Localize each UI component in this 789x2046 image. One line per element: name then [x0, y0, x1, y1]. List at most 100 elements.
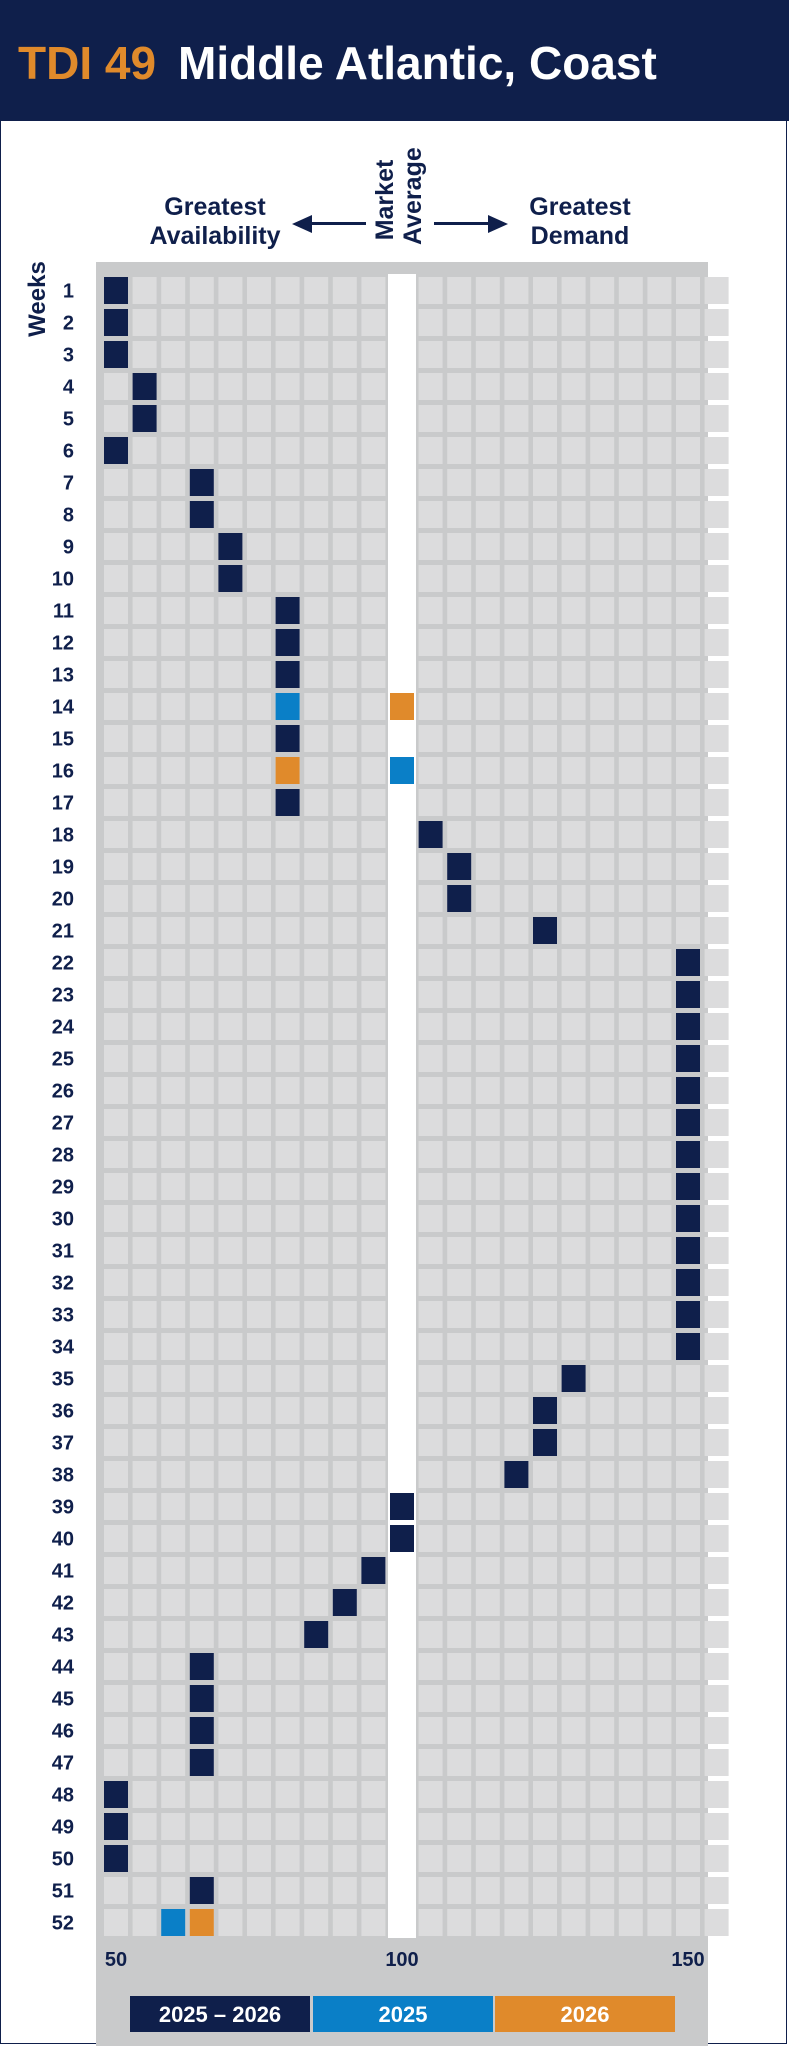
- grid-cell: [647, 1685, 672, 1712]
- grid-cell: [647, 1205, 672, 1232]
- grid-cell: [533, 1301, 557, 1328]
- mark-combined-week-26: [676, 1077, 700, 1104]
- grid-cell: [418, 1845, 443, 1872]
- grid-cell: [275, 437, 300, 464]
- grid-cell: [161, 1589, 186, 1616]
- grid-cell: [304, 821, 329, 848]
- grid-cell: [332, 1333, 357, 1360]
- grid-cell: [704, 1461, 729, 1488]
- grid-cell: [332, 1397, 357, 1424]
- market-average-gap: [388, 1042, 416, 1074]
- grid-cell: [189, 821, 214, 848]
- grid-cell: [704, 1397, 729, 1424]
- week-label-32: 32: [52, 1273, 74, 1295]
- grid-cell: [247, 1205, 271, 1232]
- grid-cell: [161, 1141, 186, 1168]
- grid-cell: [475, 1845, 500, 1872]
- grid-cell: [361, 469, 386, 496]
- week-label-25: 25: [52, 1049, 74, 1071]
- grid-cell: [132, 277, 157, 304]
- grid-cell: [275, 1365, 300, 1392]
- grid-cell: [704, 1877, 729, 1904]
- grid-cell: [104, 1685, 128, 1712]
- grid-cell: [504, 1301, 529, 1328]
- grid-cell: [104, 1205, 128, 1232]
- grid-cell: [475, 309, 500, 336]
- grid-cell: [647, 1013, 672, 1040]
- grid-cell: [475, 1717, 500, 1744]
- week-label-9: 9: [63, 537, 74, 559]
- mark-combined-week-20: [447, 885, 472, 912]
- grid-cell: [475, 533, 500, 560]
- grid-cell: [618, 1813, 643, 1840]
- grid-cell: [418, 1653, 443, 1680]
- grid-cell: [676, 437, 700, 464]
- grid-cell: [647, 629, 672, 656]
- mark-combined-week-23: [676, 981, 700, 1008]
- grid-cell: [704, 501, 729, 528]
- grid-cell: [504, 1077, 529, 1104]
- grid-cell: [561, 885, 586, 912]
- grid-cell: [332, 1781, 357, 1808]
- grid-cell: [189, 661, 214, 688]
- grid-cell: [104, 405, 128, 432]
- grid-cell: [704, 885, 729, 912]
- grid-cell: [647, 725, 672, 752]
- grid-cell: [275, 1045, 300, 1072]
- grid-cell: [504, 1045, 529, 1072]
- grid-cell: [561, 853, 586, 880]
- grid-cell: [304, 277, 329, 304]
- grid-cell: [590, 1333, 615, 1360]
- grid-cell: [218, 1205, 243, 1232]
- grid-cell: [161, 501, 186, 528]
- grid-cell: [590, 1813, 615, 1840]
- grid-cell: [304, 917, 329, 944]
- grid-cell: [533, 1461, 557, 1488]
- grid-cell: [618, 1653, 643, 1680]
- grid-cell: [132, 1461, 157, 1488]
- grid-cell: [104, 1365, 128, 1392]
- grid-cell: [704, 1781, 729, 1808]
- grid-cell: [218, 981, 243, 1008]
- grid-cell: [361, 405, 386, 432]
- grid-cell: [189, 1621, 214, 1648]
- grid-cell: [561, 1813, 586, 1840]
- grid-cell: [361, 1205, 386, 1232]
- market-average-gap: [388, 1810, 416, 1842]
- grid-cell: [104, 1141, 128, 1168]
- grid-cell: [647, 437, 672, 464]
- grid-cell: [647, 469, 672, 496]
- grid-cell: [304, 437, 329, 464]
- grid-cell: [504, 821, 529, 848]
- grid-cell: [418, 1269, 443, 1296]
- grid-cell: [418, 1525, 443, 1552]
- grid-cell: [418, 309, 443, 336]
- grid-cell: [561, 1013, 586, 1040]
- grid-cell: [218, 1365, 243, 1392]
- grid-cell: [590, 917, 615, 944]
- grid-cell: [361, 1077, 386, 1104]
- week-label-51: 51: [52, 1881, 74, 1903]
- grid-cell: [676, 1557, 700, 1584]
- grid-cell: [304, 1909, 329, 1936]
- grid-cell: [104, 565, 128, 592]
- market-average-gap: [388, 466, 416, 498]
- grid-cell: [161, 533, 186, 560]
- grid-cell: [647, 597, 672, 624]
- grid-cell: [447, 1429, 472, 1456]
- grid-cell: [304, 1013, 329, 1040]
- grid-cell: [561, 661, 586, 688]
- grid-cell: [418, 1013, 443, 1040]
- grid-cell: [475, 405, 500, 432]
- grid-cell: [590, 1077, 615, 1104]
- grid-cell: [704, 853, 729, 880]
- grid-cell: [104, 1717, 128, 1744]
- market-average-gap: [388, 370, 416, 402]
- grid-cell: [247, 341, 271, 368]
- mark-combined-week-42: [332, 1589, 357, 1616]
- grid-cell: [447, 341, 472, 368]
- grid-cell: [447, 949, 472, 976]
- grid-cell: [504, 1813, 529, 1840]
- grid-cell: [704, 1301, 729, 1328]
- grid-cell: [418, 1557, 443, 1584]
